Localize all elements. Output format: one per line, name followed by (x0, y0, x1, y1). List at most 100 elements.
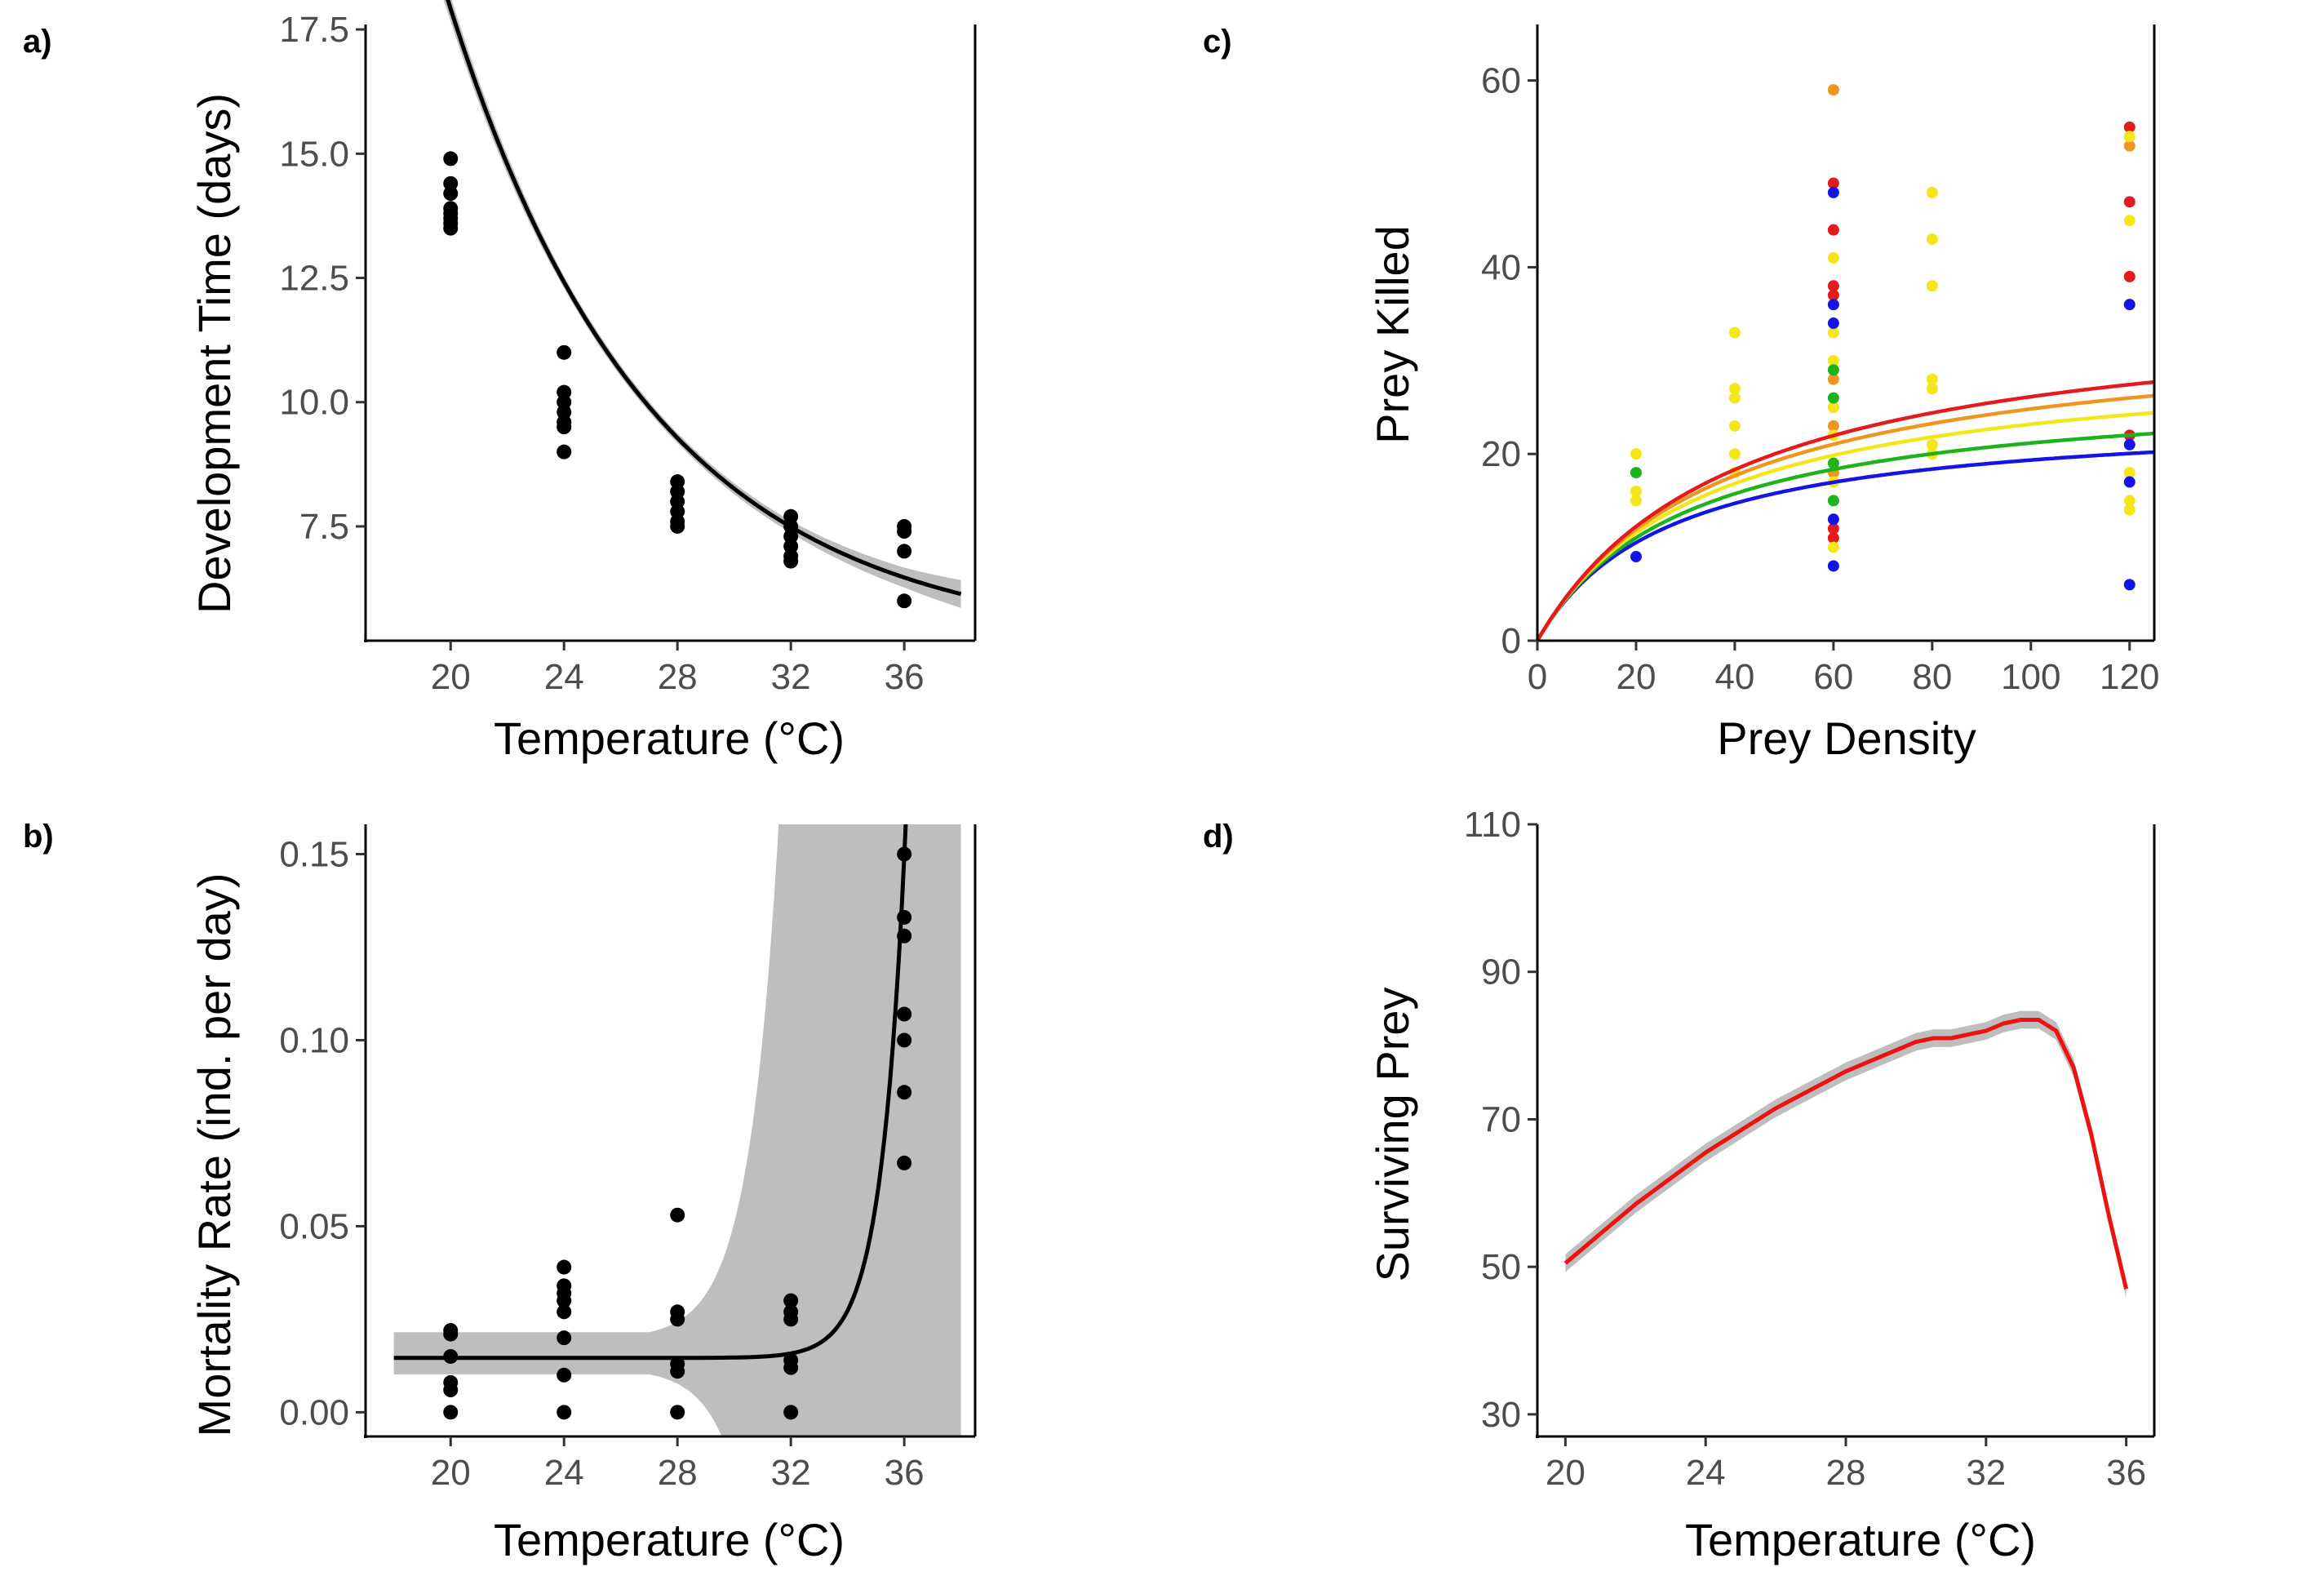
panel-d: d) 20 24 28 32 36 30 50 70 90 110 Temperature (°C… (1203, 805, 2156, 1565)
panel-d-y-tick-label: 90 (1481, 952, 1521, 992)
data-point (897, 1085, 912, 1100)
panel-c-y-tick-label: 0 (1501, 621, 1521, 661)
panel-d-axes: 20 24 28 32 36 30 50 70 90 110 (1464, 805, 2156, 1493)
data-point (2123, 495, 2136, 507)
panel-b-axes: 20 24 28 32 36 0.00 0.05 0.10 0.15 (279, 824, 977, 1493)
panel-a-axes: 20 24 28 32 36 7.5 10.0 12.5 15.0 17.5 (279, 10, 977, 697)
data-point (1827, 186, 1839, 198)
data-point (783, 553, 799, 569)
panel-d-x-tick-label: 24 (1686, 1453, 1726, 1493)
panel-a-y-tick-label: 7.5 (299, 507, 349, 547)
panel-c-x-axis-title: Prey Density (1717, 713, 1976, 764)
panel-a-points (443, 151, 912, 609)
data-point (1728, 326, 1741, 339)
data-point (557, 1330, 572, 1346)
panel-a-y-tick-label: 10.0 (279, 383, 349, 423)
data-point (1827, 326, 1839, 339)
panel-d-y-tick-label: 50 (1481, 1247, 1521, 1287)
panel-b-x-tick-label: 20 (431, 1453, 471, 1493)
ci-band (393, 824, 961, 1436)
data-point (1728, 420, 1741, 432)
panel-a-x-axis-title: Temperature (°C) (494, 713, 845, 764)
data-point (1926, 280, 1938, 292)
panel-c-x-tick-label: 80 (1912, 657, 1952, 697)
panel-b-points (443, 846, 912, 1420)
panel-c-x-tick-label: 60 (1813, 657, 1853, 697)
panel-d-ci-ribbon (1565, 1010, 2127, 1299)
panel-b-y-tick-label: 0.10 (279, 1020, 349, 1060)
data-point (443, 1405, 459, 1420)
panel-d-x-tick-label: 32 (1966, 1453, 2006, 1493)
panel-c-points (1630, 84, 2136, 591)
data-point (557, 1293, 572, 1308)
data-point (2123, 299, 2136, 311)
data-point (557, 344, 572, 360)
panel-d-x-tick-label: 20 (1546, 1453, 1586, 1493)
data-point (1827, 495, 1839, 507)
panel-d-y-tick-label: 30 (1481, 1395, 1521, 1435)
ci-band (1565, 1010, 2127, 1299)
data-point (1827, 402, 1839, 414)
panel-a-x-tick-label: 36 (885, 657, 925, 697)
data-point (443, 211, 459, 226)
panel-a-y-tick-label: 15.0 (279, 134, 349, 174)
data-point (557, 1259, 572, 1275)
data-point (1926, 373, 1938, 385)
data-point (557, 1367, 572, 1383)
data-point (1827, 532, 1839, 544)
data-point (443, 1383, 459, 1398)
fit-curve (1536, 393, 2155, 642)
data-point (670, 1364, 685, 1379)
data-point (1827, 420, 1839, 432)
data-point (670, 518, 685, 534)
panel-d-y-axis-title: Surviving Prey (1367, 987, 1418, 1281)
panel-b-y-axis-title: Mortality Rate (ind. per day) (188, 873, 240, 1437)
panel-b-x-tick-label: 32 (771, 1453, 811, 1493)
panel-c-y-tick-label: 40 (1481, 247, 1521, 287)
data-point (897, 524, 912, 539)
panel-a-y-tick-label: 12.5 (279, 259, 349, 299)
data-point (2123, 467, 2136, 479)
data-point (1630, 467, 1642, 479)
data-point (1827, 354, 1839, 366)
data-point (1827, 522, 1839, 535)
panel-c-tag: c) (1203, 24, 1232, 60)
panel-a-tag: a) (23, 24, 52, 60)
data-point (443, 151, 459, 166)
data-point (2123, 476, 2136, 488)
panel-c-x-tick-label: 0 (1528, 657, 1547, 697)
panel-d-x-axis-title: Temperature (°C) (1685, 1514, 2036, 1565)
panel-a: a) 20 24 28 32 36 7.5 10.0 12.5 15.0 17.5 Tempera… (23, 0, 977, 764)
panel-b-x-tick-label: 24 (544, 1453, 584, 1493)
data-point (1827, 317, 1839, 330)
fit-curve (393, 824, 908, 1361)
panel-a-x-tick-label: 32 (771, 657, 811, 697)
data-point (783, 1405, 799, 1420)
data-point (2123, 131, 2136, 143)
data-point (783, 1293, 799, 1308)
data-point (2123, 270, 2136, 282)
panel-d-line (1563, 1018, 2129, 1290)
data-point (2123, 121, 2136, 133)
panel-c: c) 0 20 40 60 80 100 120 0 20 40 60 Prey Density P… (1203, 24, 2159, 764)
data-point (2123, 438, 2136, 451)
data-point (1926, 233, 1938, 246)
fit-curve (1536, 380, 2155, 642)
panel-b-ci-ribbon (393, 824, 961, 1436)
data-point (1827, 289, 1839, 301)
data-point (1630, 448, 1642, 460)
data-point (557, 444, 572, 460)
data-point (1926, 186, 1938, 198)
panel-d-x-tick-label: 36 (2106, 1453, 2146, 1493)
panel-c-y-tick-label: 60 (1481, 61, 1521, 101)
data-point (1630, 551, 1642, 563)
data-point (783, 1360, 799, 1375)
data-point (670, 1207, 685, 1223)
data-point (670, 1312, 685, 1327)
data-point (557, 1304, 572, 1320)
data-point (1630, 495, 1642, 507)
data-point (1827, 251, 1839, 264)
data-point (1728, 383, 1741, 395)
data-point (1827, 457, 1839, 469)
panel-b: b) 20 24 28 32 36 0.00 0.05 0.10 0.15 Temperatur… (23, 819, 977, 1565)
